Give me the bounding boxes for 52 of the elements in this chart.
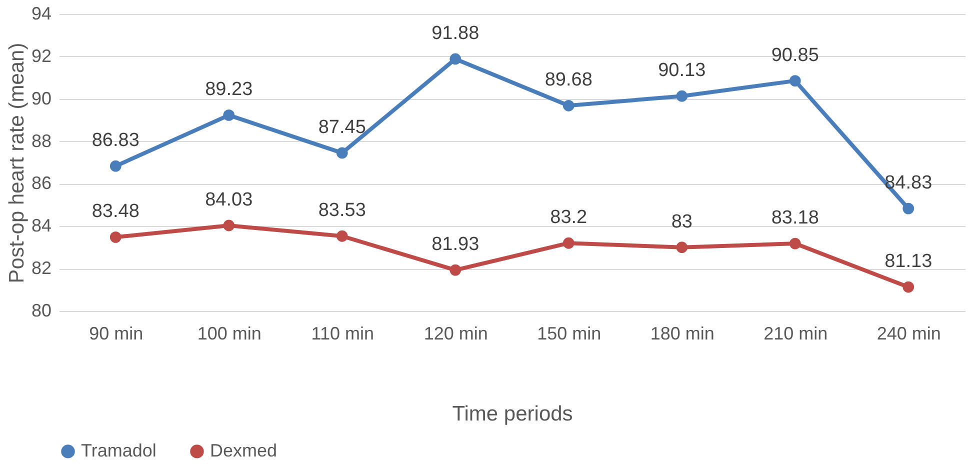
y-tick-label: 92 bbox=[31, 46, 52, 66]
x-tick-label: 120 min bbox=[424, 324, 488, 344]
data-label: 89.23 bbox=[205, 79, 253, 100]
y-tick-label: 84 bbox=[31, 216, 52, 236]
point bbox=[223, 220, 235, 232]
point bbox=[223, 110, 235, 121]
data-label: 87.45 bbox=[318, 116, 366, 138]
point bbox=[562, 237, 574, 249]
data-label: 81.93 bbox=[432, 234, 480, 256]
point bbox=[450, 264, 462, 276]
x-tick-label: 180 min bbox=[650, 324, 714, 344]
y-tick-label: 80 bbox=[31, 300, 52, 320]
point bbox=[676, 90, 688, 102]
x-tick-label: 240 min bbox=[876, 324, 941, 344]
data-label: 90.13 bbox=[658, 60, 706, 82]
data-label: 83.48 bbox=[92, 201, 140, 222]
y-tick-label: 82 bbox=[31, 258, 52, 278]
data-label: 89.68 bbox=[544, 70, 592, 91]
point bbox=[676, 242, 688, 254]
data-label: 83.53 bbox=[318, 200, 366, 222]
point bbox=[336, 230, 348, 242]
point bbox=[902, 202, 914, 214]
data-label: 90.85 bbox=[771, 44, 819, 66]
legend-label: Dexmed bbox=[210, 440, 278, 460]
point bbox=[789, 75, 801, 87]
point bbox=[336, 147, 348, 159]
data-label: 84.03 bbox=[205, 190, 253, 211]
x-axis-title: Time periods bbox=[452, 402, 573, 426]
legend-label: Tramadol bbox=[81, 440, 156, 460]
y-tick-label: 94 bbox=[31, 4, 52, 24]
data-label: 83.2 bbox=[550, 207, 588, 228]
point bbox=[110, 231, 122, 243]
point bbox=[789, 238, 801, 250]
y-tick-label: 88 bbox=[31, 130, 52, 151]
data-label: 81.13 bbox=[884, 251, 932, 272]
x-tick-label: 90 min bbox=[89, 324, 144, 344]
point bbox=[110, 160, 122, 172]
x-tick-label: 150 min bbox=[537, 324, 602, 344]
y-tick-label: 90 bbox=[31, 88, 52, 108]
point bbox=[902, 281, 914, 293]
x-tick-label: 210 min bbox=[764, 324, 828, 344]
data-label: 84.83 bbox=[884, 172, 932, 194]
data-label: 83 bbox=[671, 211, 692, 232]
point bbox=[450, 53, 462, 65]
y-axis-title: Post-op heart rate (mean) bbox=[5, 42, 28, 284]
x-tick-label: 100 min bbox=[197, 324, 262, 344]
x-tick-label: 110 min bbox=[311, 324, 374, 344]
y-tick-label: 86 bbox=[31, 173, 52, 194]
point bbox=[562, 100, 574, 112]
data-label: 83.18 bbox=[771, 208, 819, 229]
data-label: 86.83 bbox=[92, 130, 140, 152]
data-label: 91.88 bbox=[432, 22, 480, 44]
